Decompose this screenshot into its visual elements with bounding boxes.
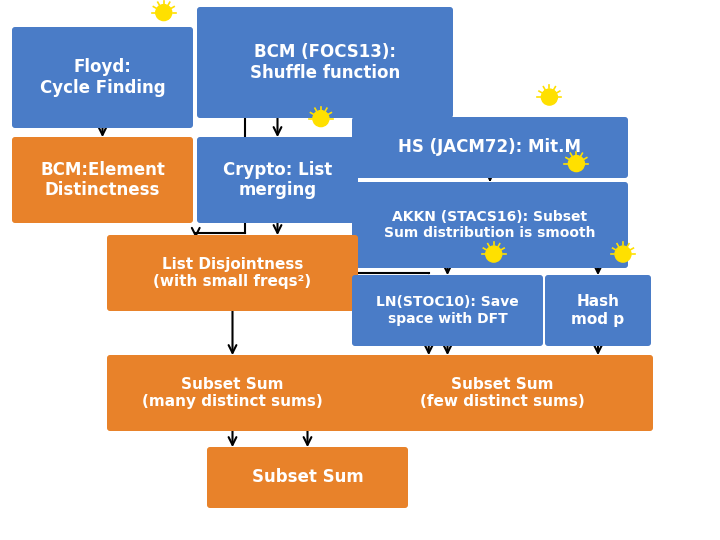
Text: Subset Sum
(many distinct sums): Subset Sum (many distinct sums) — [142, 377, 323, 409]
FancyBboxPatch shape — [545, 275, 651, 346]
Text: List Disjointness
(with small freqs²): List Disjointness (with small freqs²) — [153, 257, 312, 289]
Circle shape — [568, 156, 585, 172]
Bar — [318, 117, 324, 122]
Circle shape — [541, 89, 557, 105]
Circle shape — [486, 246, 502, 262]
FancyBboxPatch shape — [107, 235, 358, 311]
FancyBboxPatch shape — [12, 27, 193, 128]
Text: Subset Sum
(few distinct sums): Subset Sum (few distinct sums) — [420, 377, 585, 409]
Bar — [161, 11, 166, 16]
Text: BCM (FOCS13):
Shuffle function: BCM (FOCS13): Shuffle function — [250, 43, 400, 82]
Circle shape — [156, 5, 172, 21]
Text: AKKN (STACS16): Subset
Sum distribution is smooth: AKKN (STACS16): Subset Sum distribution … — [384, 210, 595, 240]
Text: Floyd:
Cycle Finding: Floyd: Cycle Finding — [40, 58, 166, 97]
FancyBboxPatch shape — [352, 117, 628, 178]
Text: Hash
mod p: Hash mod p — [572, 294, 624, 327]
FancyBboxPatch shape — [12, 137, 193, 223]
Text: Crypto: List
merging: Crypto: List merging — [223, 160, 332, 199]
FancyBboxPatch shape — [352, 275, 543, 346]
FancyBboxPatch shape — [197, 7, 453, 118]
Text: Subset Sum: Subset Sum — [251, 469, 364, 487]
Text: LN(STOC10): Save
space with DFT: LN(STOC10): Save space with DFT — [376, 295, 519, 326]
Circle shape — [313, 111, 329, 126]
Bar — [620, 253, 626, 257]
Bar — [574, 162, 579, 167]
FancyBboxPatch shape — [352, 182, 628, 268]
FancyBboxPatch shape — [107, 355, 358, 431]
Bar — [491, 253, 497, 257]
FancyBboxPatch shape — [352, 355, 653, 431]
Text: BCM:Element
Distinctness: BCM:Element Distinctness — [40, 160, 165, 199]
Bar — [546, 96, 552, 100]
Text: HS (JACM72): Mit.M: HS (JACM72): Mit.M — [398, 138, 582, 157]
FancyBboxPatch shape — [197, 137, 358, 223]
FancyBboxPatch shape — [207, 447, 408, 508]
Circle shape — [615, 246, 631, 262]
